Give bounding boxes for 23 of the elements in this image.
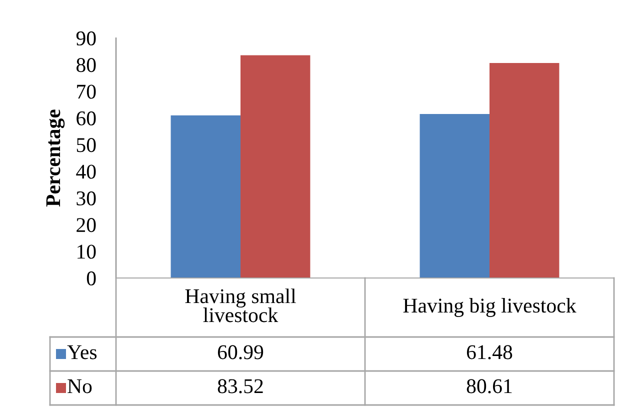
legend-label: No	[68, 379, 92, 394]
y-tick-label: 70	[77, 84, 96, 99]
data-label: 61.48	[466, 345, 512, 360]
x-tick-label: Having big livestock	[403, 298, 576, 317]
y-tick-label: 0	[86, 271, 96, 286]
y-tick-label: 50	[76, 138, 96, 152]
y-tick-label: 40	[76, 164, 96, 179]
y-axis-title: Percentage	[46, 110, 65, 207]
y-tick-label: 10	[78, 244, 96, 259]
y-tick-label: 30	[76, 191, 96, 206]
data-label: 83.52	[218, 379, 263, 394]
legend-label: Yes	[67, 345, 97, 360]
y-tick-label: 60	[76, 111, 96, 126]
bar	[420, 114, 490, 278]
y-tick-label: 80	[76, 58, 96, 72]
bar	[490, 63, 560, 278]
y-tick-label: 20	[76, 218, 96, 232]
x-tick-label: Having small livestock	[185, 288, 296, 322]
bar	[240, 55, 310, 278]
data-label: 60.99	[218, 345, 264, 360]
y-tick-label: 90	[76, 31, 96, 46]
bar	[170, 115, 240, 278]
data-label: 80.61	[466, 379, 512, 394]
